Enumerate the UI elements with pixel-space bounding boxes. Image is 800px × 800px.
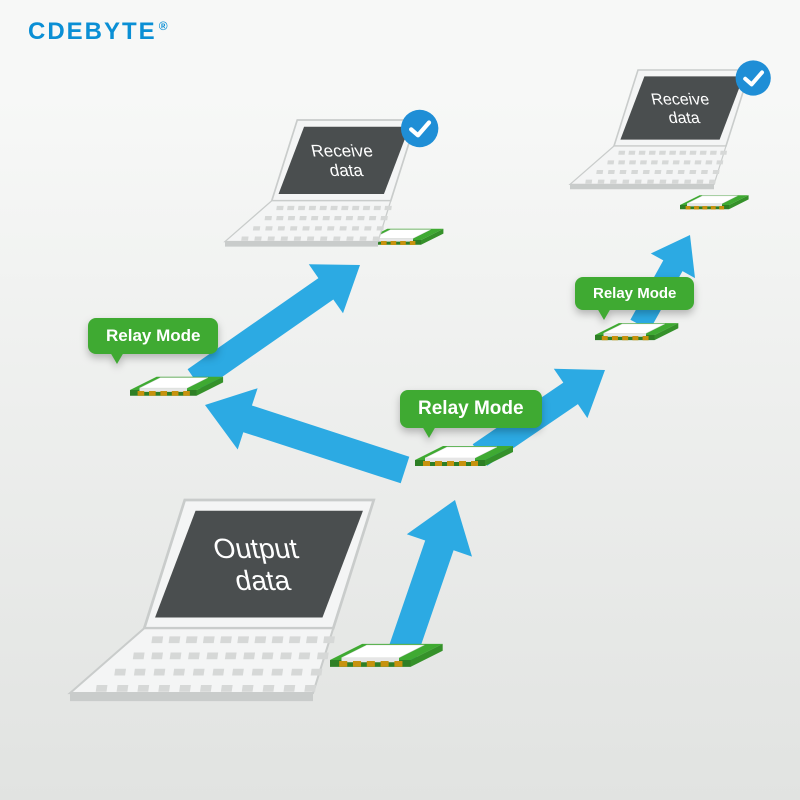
- module-pad: [471, 461, 478, 466]
- module-pad: [711, 206, 716, 210]
- module-pad: [643, 336, 649, 340]
- module-pad: [694, 206, 699, 210]
- module-pad: [400, 241, 406, 245]
- module-pad: [160, 391, 167, 396]
- laptop-label: Receive: [309, 141, 375, 161]
- module-pad: [602, 336, 608, 340]
- laptop-label: data: [667, 109, 702, 127]
- relay-label: Relay Mode: [88, 318, 218, 354]
- module-pad: [702, 206, 707, 210]
- module-pad: [381, 241, 387, 245]
- module-pad: [622, 336, 628, 340]
- module-pad: [172, 391, 179, 396]
- module-pad: [394, 661, 402, 667]
- diagram-stage: CDEBYTE® OutputdataReceivedataReceivedat…: [0, 0, 800, 800]
- module-pad: [339, 661, 347, 667]
- module-pad: [149, 391, 156, 396]
- laptop-label: data: [327, 160, 365, 180]
- module-pad: [138, 391, 145, 396]
- check-badge: [736, 60, 771, 95]
- laptop-label: data: [232, 564, 293, 596]
- laptop-label: Output: [210, 532, 301, 564]
- brand-text: CDEBYTE: [28, 18, 157, 45]
- module-pad: [686, 206, 691, 210]
- module-pad: [367, 661, 375, 667]
- module-pad: [410, 241, 416, 245]
- module-pad: [612, 336, 618, 340]
- module-pad: [632, 336, 638, 340]
- arrow: [386, 500, 472, 665]
- module-pad: [719, 206, 724, 210]
- relay-label: Relay Mode: [400, 390, 542, 428]
- module-pad: [381, 661, 389, 667]
- module-pad: [183, 391, 190, 396]
- check-badge: [401, 110, 438, 147]
- module-pad: [423, 461, 430, 466]
- module-pad: [459, 461, 466, 466]
- arrow: [205, 388, 409, 483]
- brand-logo: CDEBYTE®: [28, 18, 170, 46]
- relay-label: Relay Mode: [575, 277, 694, 310]
- brand-reg: ®: [159, 19, 170, 33]
- module-pad: [353, 661, 361, 667]
- module-pad: [391, 241, 397, 245]
- module-pad: [447, 461, 454, 466]
- module-pad: [435, 461, 442, 466]
- laptop-label: Receive: [649, 91, 711, 109]
